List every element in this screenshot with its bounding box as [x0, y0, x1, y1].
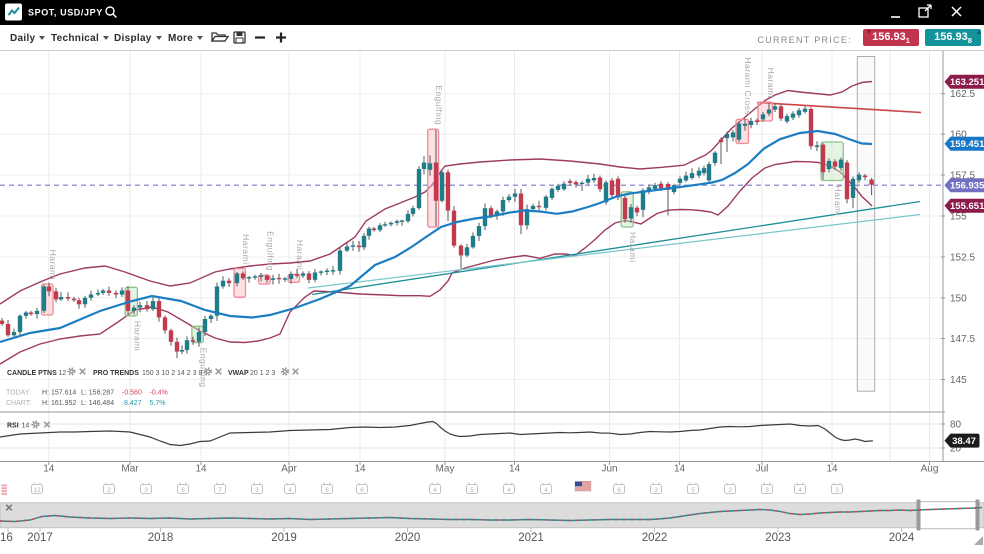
svg-text:2019: 2019 [271, 532, 297, 544]
svg-text:14: 14 [674, 464, 686, 475]
svg-text:Apr: Apr [281, 464, 297, 475]
svg-text:14: 14 [354, 464, 366, 475]
svg-text:163.251: 163.251 [950, 77, 984, 88]
svg-text:-0.4%: -0.4% [150, 390, 168, 397]
svg-text:Harami: Harami [628, 232, 638, 262]
svg-text:6: 6 [325, 487, 329, 494]
svg-text:6: 6 [617, 487, 621, 494]
svg-text:2021: 2021 [518, 532, 544, 544]
svg-text:L: 156.287: L: 156.287 [81, 390, 114, 397]
svg-text:Harami: Harami [766, 68, 776, 98]
svg-text:155: 155 [950, 212, 967, 223]
svg-text:80: 80 [950, 420, 962, 431]
svg-text:160: 160 [950, 130, 967, 141]
svg-text:SPOT, USD/JPY: SPOT, USD/JPY [28, 8, 103, 18]
svg-text:TODAY:: TODAY: [6, 390, 31, 397]
svg-text:RSI: RSI [7, 423, 19, 430]
svg-text:2017: 2017 [27, 532, 53, 544]
svg-text:14: 14 [826, 464, 838, 475]
svg-text:16: 16 [0, 532, 13, 544]
svg-text:14: 14 [509, 464, 521, 475]
svg-text:-0.560: -0.560 [122, 390, 142, 397]
svg-text:6: 6 [181, 487, 185, 494]
svg-text:12: 12 [59, 370, 67, 377]
svg-text:L: 146.484: L: 146.484 [81, 400, 114, 407]
svg-text:H: 157.614: H: 157.614 [42, 390, 76, 397]
svg-text:3: 3 [765, 487, 769, 494]
svg-text:3: 3 [835, 487, 839, 494]
svg-text:2: 2 [728, 487, 732, 494]
svg-text:4: 4 [288, 487, 292, 494]
svg-text:4: 4 [507, 487, 511, 494]
svg-text:Mar: Mar [121, 464, 139, 475]
svg-text:2022: 2022 [642, 532, 668, 544]
svg-text:Harami Cross: Harami Cross [743, 57, 753, 115]
svg-text:3: 3 [654, 487, 658, 494]
svg-text:5: 5 [691, 487, 695, 494]
svg-text:Harami: Harami [833, 186, 843, 216]
svg-text:8.427: 8.427 [124, 400, 142, 407]
svg-text:4: 4 [798, 487, 802, 494]
svg-text:38.47: 38.47 [952, 436, 976, 447]
svg-text:4: 4 [433, 487, 437, 494]
svg-text:5: 5 [470, 487, 474, 494]
svg-text:5.7%: 5.7% [150, 400, 166, 407]
svg-text:7: 7 [218, 487, 222, 494]
svg-text:2018: 2018 [148, 532, 174, 544]
svg-text:145: 145 [950, 375, 967, 386]
svg-text:159.451: 159.451 [950, 139, 984, 150]
svg-text:14: 14 [22, 423, 30, 430]
svg-text:14: 14 [195, 464, 207, 475]
svg-text:6: 6 [360, 487, 364, 494]
svg-text:Harami: Harami [241, 234, 251, 264]
svg-text:14: 14 [43, 464, 55, 475]
svg-text:2: 2 [107, 487, 111, 494]
svg-text:Aug: Aug [921, 464, 939, 475]
svg-text:152.5: 152.5 [950, 253, 975, 264]
svg-text:PRO TRENDS: PRO TRENDS [93, 370, 139, 377]
svg-text:162.5: 162.5 [950, 89, 975, 100]
svg-text:155.651: 155.651 [950, 201, 984, 212]
svg-text:Engulfing: Engulfing [199, 348, 209, 388]
svg-text:Engulfing: Engulfing [265, 231, 275, 271]
svg-text:H: 161.952: H: 161.952 [42, 400, 76, 407]
svg-text:Engulfing: Engulfing [434, 85, 444, 125]
svg-text:147.5: 147.5 [950, 334, 975, 345]
svg-text:Jun: Jun [601, 464, 617, 475]
svg-text:3: 3 [144, 487, 148, 494]
svg-text:CHART:: CHART: [6, 400, 31, 407]
svg-text:2023: 2023 [765, 532, 791, 544]
svg-text:156.935: 156.935 [950, 181, 984, 192]
svg-text:12: 12 [33, 487, 41, 494]
svg-text:150 3 10 2 14 2 3 8: 150 3 10 2 14 2 3 8 [142, 370, 202, 377]
svg-text:May: May [436, 464, 455, 475]
svg-text:3: 3 [255, 487, 259, 494]
svg-text:VWAP: VWAP [228, 370, 249, 377]
svg-text:20: 20 [950, 444, 962, 455]
svg-text:2020: 2020 [395, 532, 421, 544]
svg-text:Jul: Jul [756, 464, 769, 475]
svg-text:150: 150 [950, 293, 967, 304]
svg-text:2024: 2024 [889, 532, 915, 544]
svg-text:4: 4 [544, 487, 548, 494]
svg-text:Harami: Harami [295, 240, 305, 270]
svg-text:20 1 2 3: 20 1 2 3 [250, 370, 275, 377]
svg-text:CANDLE PTNS: CANDLE PTNS [7, 370, 57, 377]
svg-text:Harami: Harami [132, 321, 142, 351]
svg-text:Harami: Harami [48, 250, 58, 280]
svg-text:157.5: 157.5 [950, 171, 975, 182]
